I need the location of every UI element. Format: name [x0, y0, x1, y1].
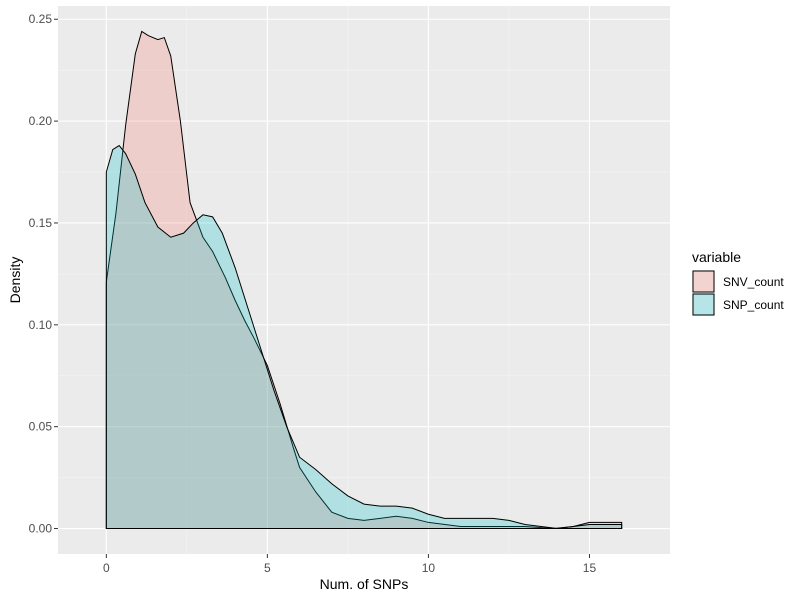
legend: variable SNV_count SNP_count	[692, 249, 784, 316]
x-tick-label: 10	[422, 561, 436, 575]
y-axis-title: Density	[7, 257, 23, 304]
legend-title: variable	[692, 249, 741, 265]
density-area-snp-count	[105, 144, 623, 530]
legend-label-snp-count: SNP_count	[723, 298, 784, 312]
panel-background	[58, 6, 670, 554]
density-areas	[105, 30, 623, 530]
y-tick-label: 0.10	[29, 318, 53, 332]
y-tick-label: 0.05	[29, 420, 53, 434]
x-tick-label: 0	[103, 561, 110, 575]
grid-lines	[58, 6, 670, 554]
legend-key-snp-count	[692, 293, 715, 316]
legend-key-snv-count	[692, 270, 715, 293]
x-tick-label: 5	[264, 561, 271, 575]
x-tick-label: 15	[583, 561, 597, 575]
y-tick-label: 0.00	[29, 522, 53, 536]
density-area-snv-count	[105, 30, 623, 530]
y-tick-label: 0.15	[29, 216, 53, 230]
x-axis-title: Num. of SNPs	[320, 576, 409, 592]
legend-key-bg	[692, 270, 715, 293]
y-tick-label: 0.25	[29, 12, 53, 26]
y-tick-label: 0.20	[29, 114, 53, 128]
legend-key-bg	[692, 293, 715, 316]
axes: 0 5 10 15 0.00 0.05 0.10 0.15 0.20 0.25	[29, 12, 597, 575]
legend-label-snv-count: SNV_count	[723, 275, 784, 289]
